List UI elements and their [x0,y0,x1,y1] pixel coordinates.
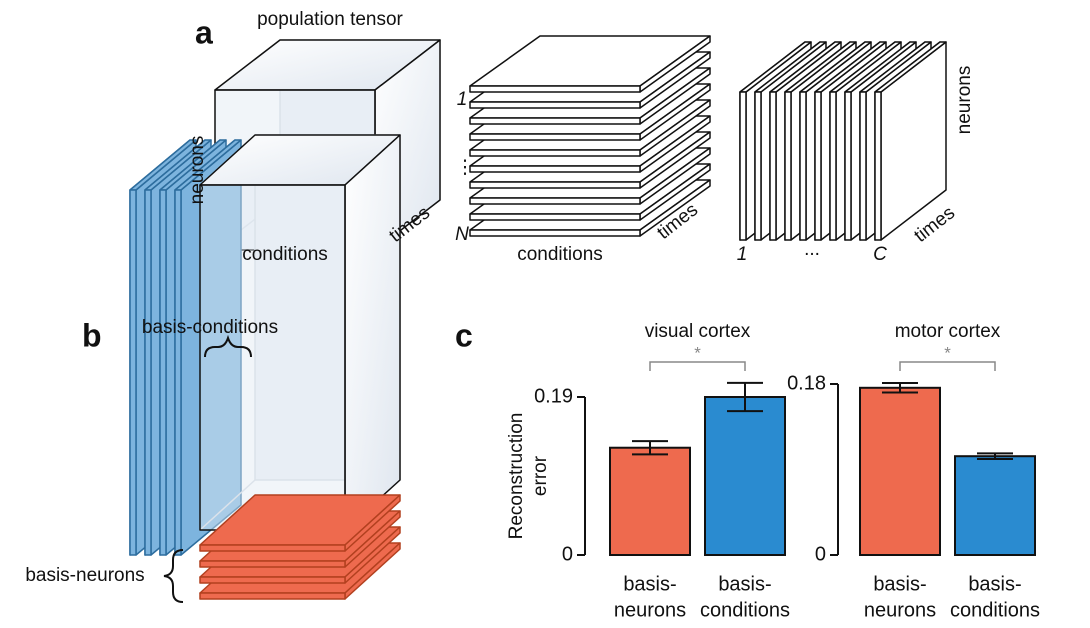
x-tick-label: basis- [718,573,771,595]
bar [859,386,941,556]
x-tick-label: conditions [950,599,1040,621]
y-tick-label: 0.18 [787,372,826,394]
slice-label: ... [804,239,820,260]
slice-front [199,544,346,552]
x-tick-label: basis- [623,573,676,595]
error-bar [632,440,668,456]
axis-label: conditions [517,244,603,265]
y-tick-label: 0 [562,543,573,565]
slice-label: N [455,224,469,245]
significance-label: * [694,343,701,362]
diagram-shapes [129,35,947,600]
axis-label: conditions [242,244,328,265]
y-tick-label: 0 [815,543,826,565]
slice-front [469,149,641,157]
axis-label: neurons [187,136,208,205]
y-axis-label: error [530,455,551,496]
slice-label: ⋮ [456,157,475,178]
slice-front [469,101,641,109]
slice-front [469,181,641,189]
cube-front [199,184,346,531]
x-tick-label: neurons [864,599,936,621]
y-axis-label: Reconstruction [506,413,527,540]
x-tick-label: neurons [614,599,686,621]
y-tick-label: 0.19 [534,385,573,407]
slice-front [739,91,747,241]
panel-label: a [195,14,213,50]
chart-title: visual cortex [645,321,751,342]
slice-front [799,91,807,241]
x-tick-label: basis- [968,573,1021,595]
slice-front [199,592,346,600]
slice-group-label: basis-conditions [142,317,278,338]
cube-side [344,134,401,531]
slice-front [814,91,822,241]
slice-front [199,576,346,584]
axis-label: neurons [954,66,975,135]
significance-label: * [944,343,951,362]
cube-edge [199,479,256,531]
slice-front [174,189,182,556]
cube-title: population tensor [257,9,403,30]
slice-front [129,189,137,556]
slice-front [829,91,837,241]
bar [954,455,1036,557]
error-bar [727,381,763,413]
slice-front [874,91,882,241]
error-bar [977,452,1013,461]
significance-bracket [649,361,746,371]
bar [704,396,786,556]
slice-front [159,189,167,556]
slice-front [469,133,641,141]
slice-front [769,91,777,241]
slice-front [199,560,346,568]
significance-bracket [899,361,996,371]
slice-front [469,85,641,93]
slice-front [144,189,152,556]
x-tick-label: basis- [873,573,926,595]
slice-group-label: basis-neurons [25,565,144,586]
slice-front [469,197,641,205]
slice-label: C [873,244,887,265]
panel-label: b [82,317,102,353]
slice-front [469,213,641,221]
brace [204,334,252,358]
slice-front [844,91,852,241]
slice-front [469,117,641,125]
bar [609,446,691,556]
error-bar [882,382,918,394]
slice-front [469,165,641,173]
slice-front [754,91,762,241]
slice-label: 1 [457,89,468,110]
chart-title: motor cortex [895,321,1001,342]
panel-label: c [455,317,473,353]
slice-front [784,91,792,241]
slice-front [469,229,641,237]
brace [163,549,184,603]
slice-front [859,91,867,241]
slice-label: 1 [737,244,748,265]
x-tick-label: conditions [700,599,790,621]
